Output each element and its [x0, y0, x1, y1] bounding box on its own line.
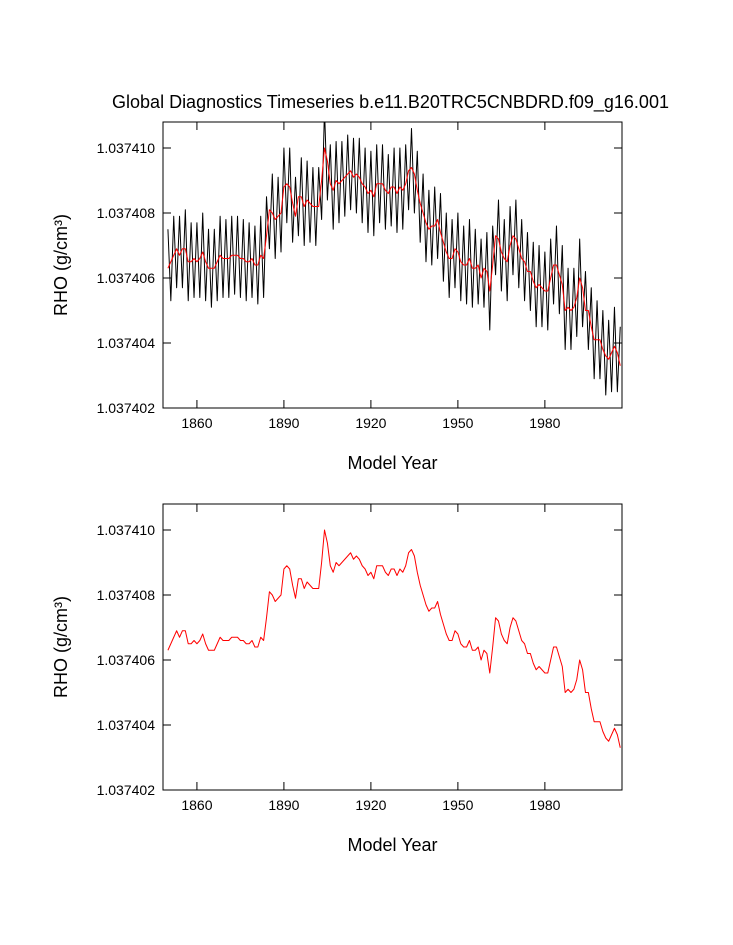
y-tick-label: 1.037410 — [97, 522, 156, 538]
y-axis-label: RHO (g/cm³) — [51, 214, 71, 316]
x-tick-label: 1950 — [442, 415, 473, 431]
x-tick-label: 1920 — [355, 415, 386, 431]
y-tick-label: 1.037408 — [97, 587, 156, 603]
x-tick-label: 1860 — [181, 415, 212, 431]
plot-frame — [162, 121, 623, 409]
plot-frame — [162, 503, 623, 791]
y-tick-label: 1.037406 — [97, 270, 156, 286]
plot-area — [167, 122, 621, 396]
plot-area — [167, 529, 621, 748]
y-tick-label: 1.037404 — [97, 335, 156, 351]
chart-title: Global Diagnostics Timeseries b.e11.B20T… — [112, 92, 669, 113]
y-tick-label: 1.037410 — [97, 140, 156, 156]
x-axis-label: Model Year — [347, 453, 437, 473]
x-tick-label: 1890 — [268, 797, 299, 813]
x-tick-label: 1980 — [529, 797, 560, 813]
series-line — [167, 529, 621, 748]
x-tick-label: 1980 — [529, 415, 560, 431]
x-tick-label: 1890 — [268, 415, 299, 431]
x-tick-label: 1950 — [442, 797, 473, 813]
x-axis-label: Model Year — [347, 835, 437, 855]
y-tick-label: 1.037404 — [97, 717, 156, 733]
y-tick-label: 1.037402 — [97, 400, 156, 416]
series-line — [167, 122, 621, 396]
y-tick-label: 1.037408 — [97, 205, 156, 221]
x-tick-label: 1920 — [355, 797, 386, 813]
series-line — [167, 147, 621, 366]
x-tick-label: 1860 — [181, 797, 212, 813]
y-tick-label: 1.037402 — [97, 782, 156, 798]
y-axis-label: RHO (g/cm³) — [51, 596, 71, 698]
y-tick-label: 1.037406 — [97, 652, 156, 668]
